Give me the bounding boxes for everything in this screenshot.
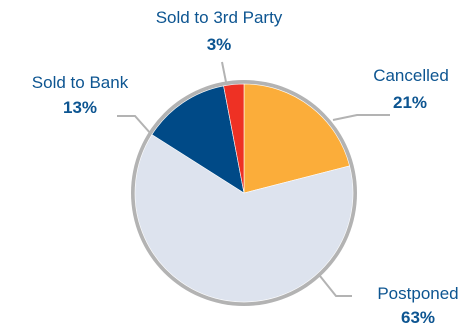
pie-slice-cancelled xyxy=(243,83,350,194)
leader-line-sold-to-bank xyxy=(117,115,152,135)
slice-value-sold-to-bank: 13% xyxy=(63,98,97,117)
leader-line-cancelled xyxy=(332,114,390,121)
pie-slice-sold-to-3rd-party xyxy=(223,83,245,194)
slice-value-postponed: 63% xyxy=(401,308,435,327)
slice-label-cancelled: Cancelled xyxy=(373,66,449,85)
slice-label-postponed: Postponed xyxy=(377,284,458,303)
pie-slice-postponed xyxy=(134,134,354,303)
pie-slice-sold-to-bank xyxy=(151,85,245,194)
slice-label-sold-to-3rd-party: Sold to 3rd Party xyxy=(156,8,283,27)
leader-line-postponed xyxy=(319,275,352,297)
pie-slices xyxy=(134,83,354,303)
slice-label-sold-to-bank: Sold to Bank xyxy=(32,73,129,92)
slice-value-sold-to-3rd-party: 3% xyxy=(207,35,232,54)
slice-value-cancelled: 21% xyxy=(393,93,427,112)
leader-line-sold-to-3rd-party xyxy=(221,61,227,83)
leader-lines xyxy=(117,61,390,297)
